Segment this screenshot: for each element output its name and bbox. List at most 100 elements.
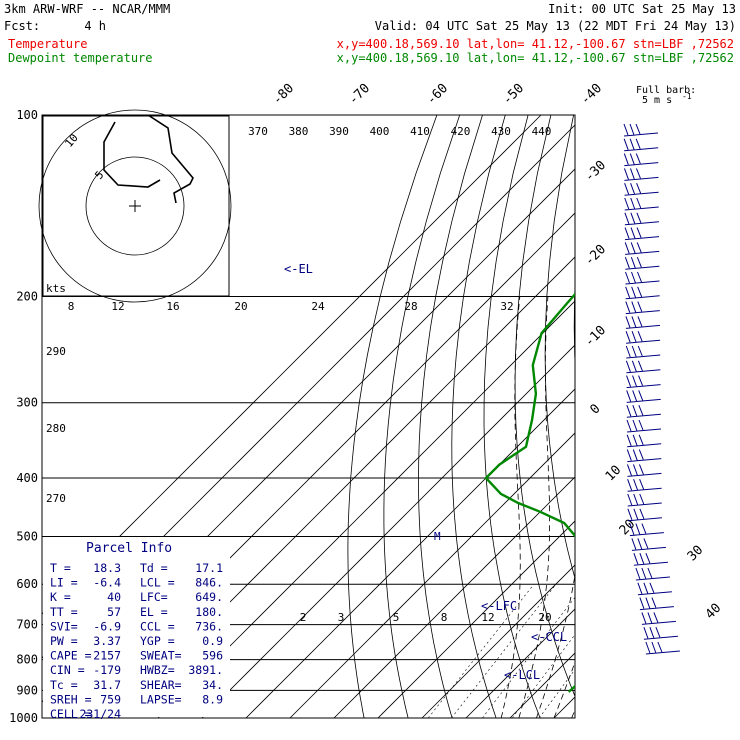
parcel-info-cell: 231/24	[79, 707, 121, 721]
moist-adiabat-line	[553, 660, 575, 718]
wind-barb	[626, 375, 661, 389]
lcl-marker: <-LCL	[504, 668, 540, 682]
wind-barb	[627, 479, 662, 492]
wind-barb	[626, 434, 662, 448]
parcel-info-cell: 3.37	[93, 634, 121, 648]
wind-barb	[631, 538, 666, 551]
wind-barb	[633, 553, 668, 566]
isotherm-line	[157, 300, 575, 718]
wind-barbs	[623, 123, 680, 655]
parcel-info-cell: 649.	[195, 590, 223, 604]
pressure-tick-label: 1000	[9, 711, 38, 725]
mixing-ratio-label: 2	[300, 611, 307, 624]
wind-barb	[625, 331, 661, 344]
wind-barb	[624, 242, 660, 255]
parcel-info-cell: TT =	[50, 605, 78, 619]
forecast-label: Fcst:	[4, 19, 40, 33]
wind-barb	[626, 419, 662, 433]
wind-barb	[645, 641, 680, 655]
parcel-info-cell: 18.3	[93, 561, 121, 575]
parcel-info-cell: SVI=	[50, 619, 78, 633]
dry-adiabat-line	[544, 115, 575, 580]
parcel-info-cell: LAPSE=	[140, 692, 182, 706]
barb-key-speed: 5 m s	[642, 95, 672, 106]
hodograph-units: kts	[46, 282, 66, 295]
dewpoint-location: x,y=400.18,569.10 lat,lon= 41.12,-100.67…	[337, 51, 734, 65]
el-marker: <-EL	[284, 262, 313, 276]
pressure-tick-label: 200	[16, 290, 38, 304]
wind-barb	[624, 197, 659, 211]
plot-border	[41, 114, 576, 719]
temperature-location: x,y=400.18,569.10 lat,lon= 41.12,-100.67…	[337, 37, 734, 51]
dry-adiabat-line	[347, 115, 438, 718]
pressure-tick-label: 700	[16, 618, 38, 632]
wind-barb	[626, 449, 662, 463]
parcel-info-cell: EL =	[140, 605, 168, 619]
parcel-info-cell: -6.9	[93, 619, 121, 633]
plot-frame	[41, 114, 576, 719]
theta-side-label: 280	[46, 422, 66, 435]
wind-barb	[626, 464, 662, 477]
moist-adiabat-label: 8	[68, 300, 75, 313]
wind-barb	[643, 627, 678, 640]
isotherm-line	[201, 344, 575, 718]
barb-key-exponent: -1	[682, 92, 692, 101]
wind-barb	[641, 612, 676, 625]
parcel-info-cell: CIN =	[50, 663, 85, 677]
wind-barb	[624, 227, 660, 241]
wind-barb	[625, 301, 660, 315]
parcel-info-cell: CELL =	[50, 707, 92, 721]
wind-barb	[624, 183, 659, 196]
isotherm-line	[377, 520, 575, 718]
wind-barb	[624, 257, 660, 270]
forecast-hours: 4 h	[84, 19, 106, 33]
parcel-info-background	[43, 537, 230, 717]
parcel-info-cell: 846.	[195, 576, 223, 590]
parcel-info-cell: 180.	[195, 605, 223, 619]
parcel-info-cell: CCL =	[140, 619, 175, 633]
mixing-ratio-label: 20	[538, 611, 551, 624]
parcel-info-cell: LI =	[50, 576, 78, 590]
wind-barb	[629, 523, 664, 537]
parcel-info-cell: 31.7	[93, 678, 121, 692]
parcel-info-cell: Td =	[140, 561, 168, 575]
theta-label: 410	[410, 125, 430, 138]
moist-adiabat-line	[500, 296, 521, 718]
parcel-info-cell: 40	[107, 590, 121, 604]
pressure-tick-label: 500	[16, 529, 38, 543]
parcel-info-cell: 2157	[93, 649, 121, 663]
pressure-tick-label: 900	[16, 683, 38, 697]
init-time: Init: 00 UTC Sat 25 May 13	[548, 2, 736, 16]
parcel-info-cell: SREH =	[50, 692, 92, 706]
wind-barb	[625, 360, 661, 374]
mixing-ratio-label: 8	[441, 611, 448, 624]
dry-adiabat-line	[418, 115, 483, 718]
parcel-info-cell: 17.1	[195, 561, 223, 575]
moist-adiabat-label: 20	[234, 300, 247, 313]
parcel-info-cell: -179	[93, 663, 121, 677]
theta-label: 430	[491, 125, 511, 138]
wind-barb	[626, 405, 661, 418]
parcel-info-cell: 34.	[202, 678, 223, 692]
parcel-info-cell: 759	[100, 692, 121, 706]
moist-adiabat-label: 32	[500, 300, 513, 313]
lfc-marker: <-LFC	[481, 599, 517, 613]
wind-barb	[623, 123, 659, 137]
wind-barb	[635, 567, 670, 581]
theta-label: 380	[289, 125, 309, 138]
parcel-info-cell: YGP =	[140, 634, 175, 648]
theta-label: 420	[451, 125, 471, 138]
hodograph-ring	[85, 156, 185, 256]
sounding-profiles	[484, 292, 575, 693]
valid-time: Valid: 04 UTC Sat 25 May 13 (22 MDT Fri …	[375, 19, 736, 33]
wind-barb	[625, 316, 660, 329]
mixing-ratio-line	[427, 584, 535, 718]
theta-label: 400	[370, 125, 390, 138]
parcel-info-cell: -6.4	[93, 576, 121, 590]
parcel-info-cell: HWBZ=	[140, 663, 175, 677]
wind-barb	[625, 286, 660, 300]
wind-barb	[627, 508, 662, 522]
wind-barb	[625, 345, 661, 359]
